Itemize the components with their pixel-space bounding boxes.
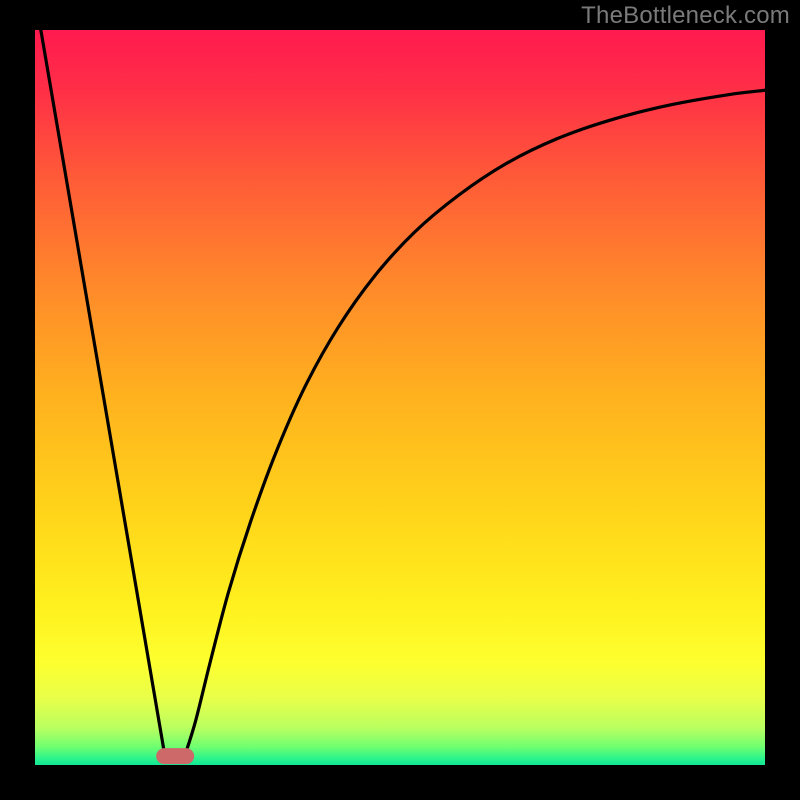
watermark-text: TheBottleneck.com [581, 2, 790, 30]
chart-svg [35, 30, 765, 765]
gradient-background [35, 30, 765, 765]
chart-container: TheBottleneck.com [0, 0, 800, 800]
plot-area [35, 30, 765, 765]
min-marker [156, 748, 194, 764]
